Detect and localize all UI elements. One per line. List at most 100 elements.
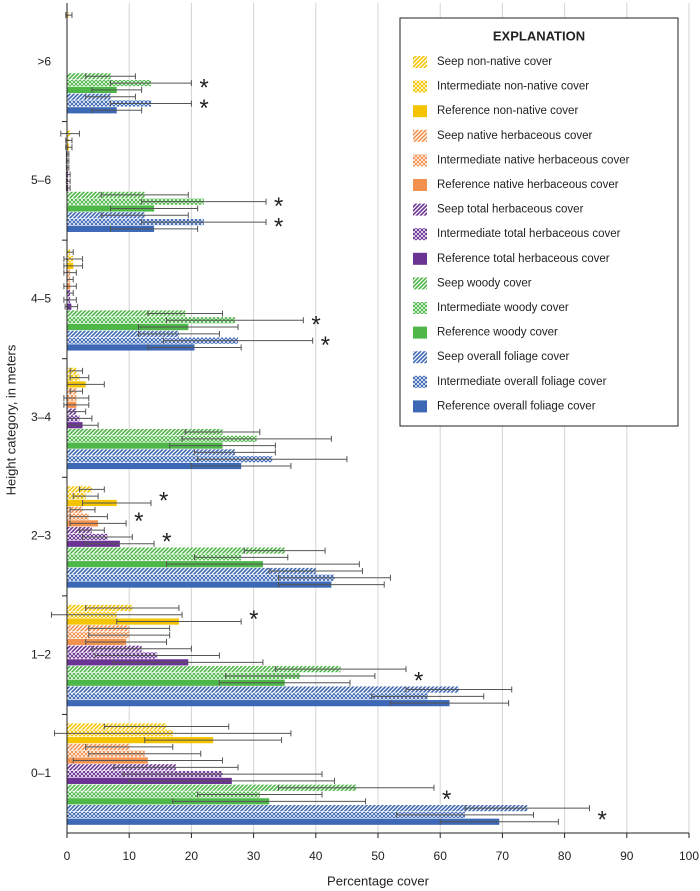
- error-bar: [85, 638, 168, 645]
- significance-marker: *: [321, 332, 330, 359]
- error-bar: [85, 73, 136, 80]
- y-tick-label: 1–2: [31, 647, 51, 661]
- legend-swatch: [413, 129, 427, 142]
- error-bar: [88, 632, 171, 639]
- x-tick-label: 60: [434, 849, 448, 863]
- error-bar: [60, 130, 80, 137]
- legend-label: Intermediate non-native cover: [437, 81, 589, 93]
- error-bar: [181, 435, 332, 442]
- error-bar: [147, 310, 223, 317]
- bar: [67, 693, 428, 700]
- error-bar: [138, 330, 220, 337]
- significance-marker: *: [414, 667, 423, 694]
- legend-label: Reference non-native cover: [437, 105, 578, 117]
- legend-swatch: [413, 80, 427, 93]
- error-bar: [144, 737, 283, 744]
- error-bar: [113, 764, 239, 771]
- error-bar: [218, 679, 351, 686]
- y-axis-label: Height category, in meters: [3, 344, 18, 495]
- error-bar: [82, 533, 133, 540]
- error-bar: [243, 547, 326, 554]
- error-bar: [94, 652, 220, 659]
- error-bar: [396, 811, 534, 818]
- error-bar: [277, 784, 435, 791]
- significance-marker: *: [162, 528, 171, 555]
- significance-marker: *: [159, 488, 168, 515]
- error-bar: [147, 344, 242, 351]
- bar: [67, 218, 204, 226]
- error-bar: [169, 442, 276, 449]
- legend-swatch: [413, 326, 427, 339]
- error-bar: [184, 429, 261, 436]
- bar: [67, 581, 332, 588]
- error-bar: [63, 283, 77, 290]
- error-bar: [268, 567, 363, 574]
- bar: [67, 561, 263, 568]
- legend-swatch: [413, 302, 427, 314]
- legend-label: Intermediate total herbaceous cover: [437, 228, 621, 240]
- bar: [67, 737, 214, 744]
- legend-swatch: [413, 252, 427, 265]
- error-bar: [69, 506, 96, 513]
- significance-marker: *: [199, 95, 208, 122]
- significance-marker: *: [442, 786, 451, 813]
- bar: [67, 456, 273, 463]
- bar: [67, 310, 186, 317]
- x-tick-label: 70: [496, 849, 510, 863]
- significance-marker: *: [597, 806, 606, 833]
- bar: [67, 547, 285, 554]
- bar: [67, 818, 500, 825]
- error-bar: [166, 561, 360, 568]
- bar: [67, 462, 242, 470]
- legend-swatch: [413, 400, 427, 413]
- bar: [67, 80, 151, 87]
- x-tick-label: 50: [371, 849, 385, 863]
- legend: EXPLANATION Seep non-native cover Interme…: [399, 17, 679, 427]
- y-tick-label: 3–4: [31, 410, 51, 424]
- bar: [67, 686, 459, 693]
- legend-label: Reference overall foliage cover: [437, 400, 596, 412]
- error-bar: [69, 388, 84, 395]
- error-bar: [69, 374, 90, 381]
- bars: *************: [50, 12, 607, 833]
- legend-swatch: [413, 203, 427, 216]
- error-bar: [197, 456, 348, 463]
- error-bar: [91, 645, 192, 652]
- error-bar: [389, 700, 510, 707]
- legend-swatch: [413, 277, 427, 290]
- legend-label: Intermediate native herbaceous cover: [437, 154, 630, 166]
- error-bar: [371, 693, 485, 700]
- error-bar: [122, 771, 323, 778]
- x-tick-label: 40: [309, 849, 323, 863]
- bar: [67, 100, 151, 107]
- x-tick-label: 80: [558, 849, 572, 863]
- bar: [67, 337, 239, 344]
- error-bar: [110, 100, 192, 107]
- legend-swatch: [413, 375, 427, 388]
- bar: [67, 442, 223, 449]
- error-bar: [128, 777, 335, 784]
- bar: [67, 811, 466, 819]
- axes: 0 10 20 30 40 50 60 70 80 90 100 >6 5–6 4–5 3–4 2–3 1–2 0…: [31, 3, 699, 863]
- x-tick-label: 10: [123, 849, 137, 863]
- error-bar: [85, 93, 136, 100]
- error-bar: [141, 198, 267, 205]
- error-bar: [63, 296, 77, 303]
- bar: [67, 798, 270, 805]
- x-tick-label: 20: [185, 849, 199, 863]
- error-bar: [91, 86, 143, 93]
- error-bar: [405, 686, 513, 693]
- legend-swatch: [413, 228, 427, 241]
- bar: [67, 344, 195, 351]
- error-bar: [69, 520, 127, 527]
- y-tick-label: 2–3: [31, 529, 51, 543]
- significance-marker: *: [134, 508, 143, 535]
- error-bar: [274, 666, 407, 673]
- error-bar: [225, 672, 376, 679]
- error-bar: [85, 743, 174, 750]
- x-axis-label: Percentage cover: [327, 873, 430, 888]
- bar: [67, 554, 242, 561]
- error-bar: [85, 540, 155, 547]
- error-bar: [72, 493, 99, 500]
